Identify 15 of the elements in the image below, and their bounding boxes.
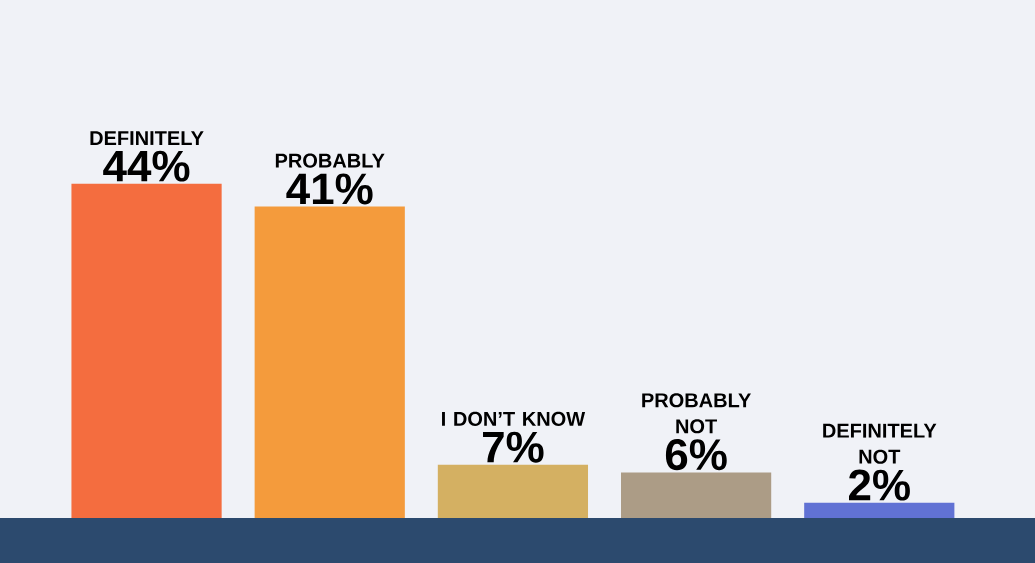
bar <box>804 502 955 518</box>
data-label: 6% <box>665 439 727 471</box>
bar <box>71 183 222 518</box>
bar <box>437 464 589 518</box>
data-label: 2% <box>849 469 910 501</box>
x-tick-label: PROBABLY <box>275 153 385 168</box>
x-tick-label: DEFINITELY <box>90 131 204 145</box>
x-tick-label: PROBABLY NOT <box>642 393 751 434</box>
data-label: 7% <box>483 431 544 463</box>
bar <box>621 472 772 518</box>
data-label: 44% <box>103 150 190 182</box>
bar <box>254 206 405 518</box>
x-tick-label: DEFINITELY NOT <box>823 423 937 464</box>
data-label: 41% <box>286 173 373 205</box>
x-tick-label: I DON’T KNOW <box>442 411 586 426</box>
